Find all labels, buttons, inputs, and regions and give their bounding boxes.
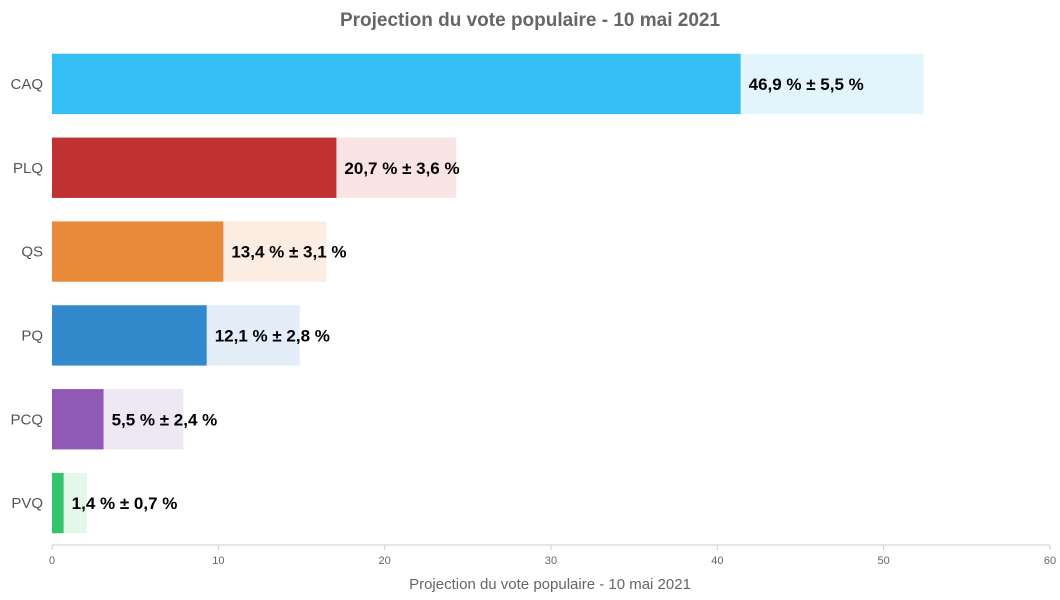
- bar: [52, 389, 104, 450]
- bar: [52, 305, 207, 366]
- x-tick-label: 50: [878, 555, 890, 567]
- x-axis-title: Projection du vote populaire - 10 mai 20…: [409, 576, 691, 593]
- x-tick-label: 60: [1044, 555, 1056, 567]
- x-tick-label: 10: [212, 555, 224, 567]
- data-label: 1,4 % ± 0,7 %: [72, 494, 178, 513]
- data-label: 20,7 % ± 3,6 %: [344, 159, 459, 178]
- error-band: [103, 389, 184, 450]
- category-label: PLQ: [13, 160, 43, 177]
- category-label: PQ: [21, 327, 43, 344]
- x-tick-label: 0: [49, 555, 55, 567]
- x-tick-label: 40: [711, 555, 723, 567]
- data-label: 12,1 % ± 2,8 %: [215, 326, 330, 345]
- x-tick-label: 20: [379, 555, 391, 567]
- chart-title: Projection du vote populaire - 10 mai 20…: [339, 10, 721, 31]
- data-label: 46,9 % ± 5,5 %: [749, 75, 864, 94]
- x-tick-label: 30: [545, 555, 557, 567]
- bar: [52, 53, 741, 115]
- error-band: [336, 137, 457, 198]
- category-label: QS: [21, 244, 43, 261]
- data-label: 5,5 % ± 2,4 %: [112, 410, 218, 429]
- error-band: [206, 305, 300, 366]
- error-band: [223, 221, 327, 282]
- error-band: [740, 53, 924, 115]
- data-label: 13,4 % ± 3,1 %: [231, 243, 346, 262]
- error-band: [63, 472, 87, 534]
- bar: [52, 221, 224, 282]
- category-label: PCQ: [10, 411, 43, 428]
- category-label: PVQ: [11, 495, 43, 512]
- bar: [52, 472, 64, 534]
- category-label: CAQ: [10, 76, 43, 93]
- bar: [52, 137, 337, 198]
